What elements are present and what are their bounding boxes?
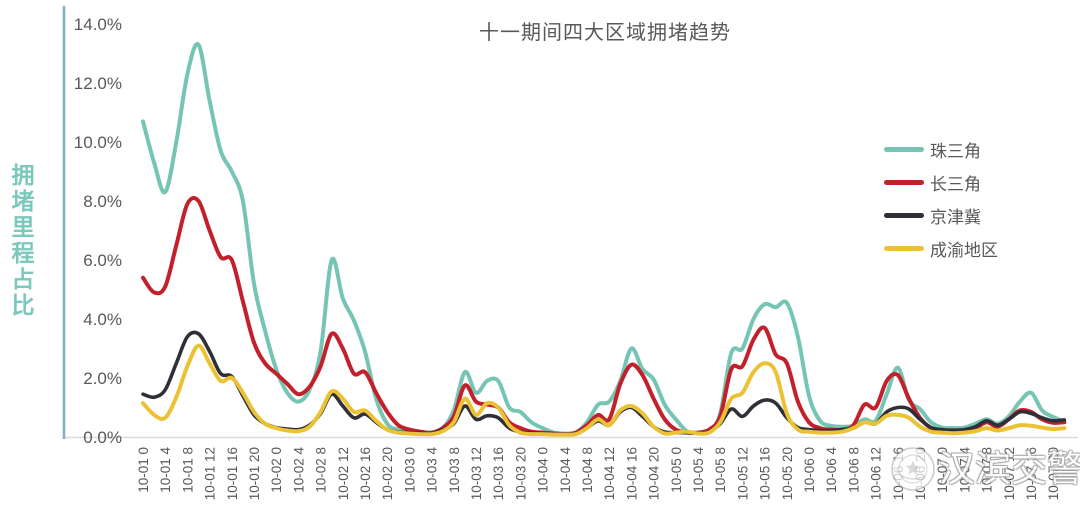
legend-item-3: 成渝地区 (884, 232, 998, 265)
x-tick-label: 10-05 8 (713, 447, 728, 493)
legend: 珠三角长三角京津冀成渝地区 (884, 133, 998, 265)
x-tick-label: 10-06 4 (824, 447, 839, 493)
x-tick-label: 10-05 16 (758, 447, 773, 500)
x-tick-label: 10-01 0 (136, 447, 151, 493)
x-tick-label: 10-03 0 (402, 447, 417, 493)
y-tick-label: 2.0% (83, 369, 122, 388)
y-axis-title: 拥堵里程占比 (8, 163, 34, 319)
legend-swatch-line (884, 180, 924, 185)
y-tick-label: 12.0% (74, 74, 122, 93)
x-tick-label: 10-01 8 (180, 447, 195, 493)
x-tick-label: 10-03 16 (491, 447, 506, 500)
x-tick-label: 10-07 12 (1002, 447, 1017, 500)
x-tick-label: 10-02 20 (380, 447, 395, 500)
y-tick-label: 10.0% (74, 133, 122, 152)
x-tick-label: 10-04 8 (580, 447, 595, 493)
y-tick-label: 14.0% (74, 15, 122, 34)
x-tick-label: 10-03 20 (513, 447, 528, 500)
x-tick-label: 10-04 12 (602, 447, 617, 500)
legend-item-0: 珠三角 (884, 133, 998, 166)
y-tick-label: 6.0% (83, 251, 122, 270)
legend-label: 京津冀 (930, 208, 981, 227)
legend-item-2: 京津冀 (884, 199, 998, 232)
x-tick-label: 10-07 4 (957, 447, 972, 493)
x-tick-label: 10-06 12 (869, 447, 884, 500)
series-line-长三角 (141, 196, 1067, 437)
x-tick-label: 10-05 0 (669, 447, 684, 493)
legend-swatch-line (884, 246, 924, 251)
x-tick-label: 10-04 20 (647, 447, 662, 500)
x-tick-label: 10-07 20 (1046, 447, 1061, 500)
x-tick-label: 10-06 20 (913, 447, 928, 500)
x-tick-label: 10-06 0 (802, 447, 817, 493)
y-tick-label: 4.0% (83, 310, 122, 329)
legend-label: 成渝地区 (930, 241, 998, 260)
x-tick-label: 10-02 0 (269, 447, 284, 493)
x-tick-label: 10-04 4 (558, 447, 573, 493)
x-tick-label: 10-03 8 (447, 447, 462, 493)
x-tick-label: 10-02 12 (336, 447, 351, 500)
legend-label: 长三角 (930, 175, 981, 194)
x-tick-label: 10-01 4 (158, 447, 173, 493)
x-tick-label: 10-06 16 (891, 447, 906, 500)
x-tick-label: 10-07 16 (1024, 447, 1039, 500)
y-tick-label: 0.0% (83, 428, 122, 447)
series-line-成渝地区 (141, 343, 1067, 437)
x-tick-label: 10-05 4 (691, 447, 706, 493)
x-tick-label: 10-07 0 (935, 447, 950, 493)
x-tick-label: 10-02 4 (291, 447, 306, 493)
x-tick-label: 10-01 16 (225, 447, 240, 500)
x-tick-label: 10-02 16 (358, 447, 373, 500)
x-tick-label: 10-01 20 (247, 447, 262, 500)
x-tick-label: 10-03 12 (469, 447, 484, 500)
x-tick-label: 10-07 8 (980, 447, 995, 493)
x-tick-label: 10-05 12 (735, 447, 750, 500)
x-tick-label: 10-04 16 (624, 447, 639, 500)
chart-title: 十一期间四大区域拥堵趋势 (479, 22, 731, 44)
legend-item-1: 长三角 (884, 166, 998, 199)
x-tick-label: 10-04 0 (536, 447, 551, 493)
legend-swatch-line (884, 213, 924, 218)
legend-label: 珠三角 (930, 142, 981, 161)
x-tick-label: 10-02 8 (314, 447, 329, 493)
x-tick-label: 10-06 8 (846, 447, 861, 493)
y-tick-label: 8.0% (83, 192, 122, 211)
x-tick-label: 10-03 4 (425, 447, 440, 493)
x-tick-label: 10-01 12 (203, 447, 218, 500)
legend-swatch-line (884, 147, 924, 152)
x-tick-label: 10-05 20 (780, 447, 795, 500)
